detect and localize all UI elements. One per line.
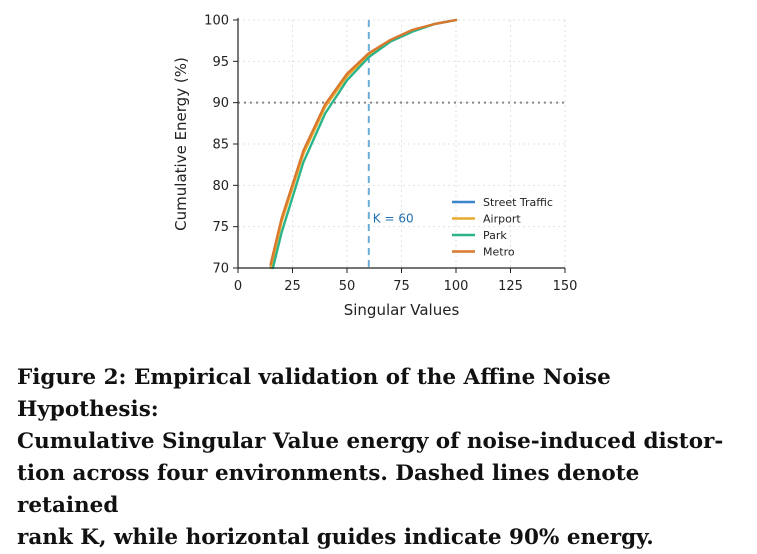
caption-line: rank K, while horizontal guides indicate… [17,525,654,550]
x-tick-label: 50 [339,279,356,294]
x-tick-label: 125 [498,279,523,294]
x-tick-label: 25 [284,279,301,294]
k-annotation: K = 60 [373,212,414,226]
y-axis-label: Cumulative Energy (%) [172,57,190,231]
y-tick-label: 100 [204,14,229,29]
caption-line: tion across four environments. Dashed li… [17,461,640,518]
chart: 0 25 50 75 100 125 150 70 75 80 85 90 95 100 Singular… [172,14,577,320]
x-tick-label: 75 [393,279,410,294]
caption-line: Cumulative Singular Value energy of nois… [17,429,724,454]
y-tick-label: 80 [212,179,229,194]
caption-line: Figure 2: Empirical validation of the Af… [17,365,611,422]
legend-label: Street Traffic [483,196,553,209]
figure-caption: Figure 2: Empirical validation of the Af… [17,362,742,554]
reference-lines [238,20,565,268]
series-lines [269,18,458,270]
y-tick-label: 75 [212,220,229,235]
x-tick-label: 100 [444,279,469,294]
x-axis-label: Singular Values [344,301,460,319]
series-line [269,18,458,266]
legend-label: Metro [483,246,515,259]
x-tick-label: 0 [234,279,242,294]
y-tick-label: 95 [212,55,229,70]
axes [233,18,566,273]
legend: Street Traffic Airport Park Metro [452,196,553,259]
tick-labels: 0 25 50 75 100 125 150 70 75 80 85 90 95 100 [204,14,577,295]
legend-label: Airport [483,213,521,226]
grid [237,19,566,269]
legend-label: Park [483,229,507,242]
y-tick-label: 70 [212,262,229,277]
x-tick-label: 150 [553,279,578,294]
y-tick-label: 90 [212,96,229,111]
y-tick-label: 85 [212,138,229,153]
